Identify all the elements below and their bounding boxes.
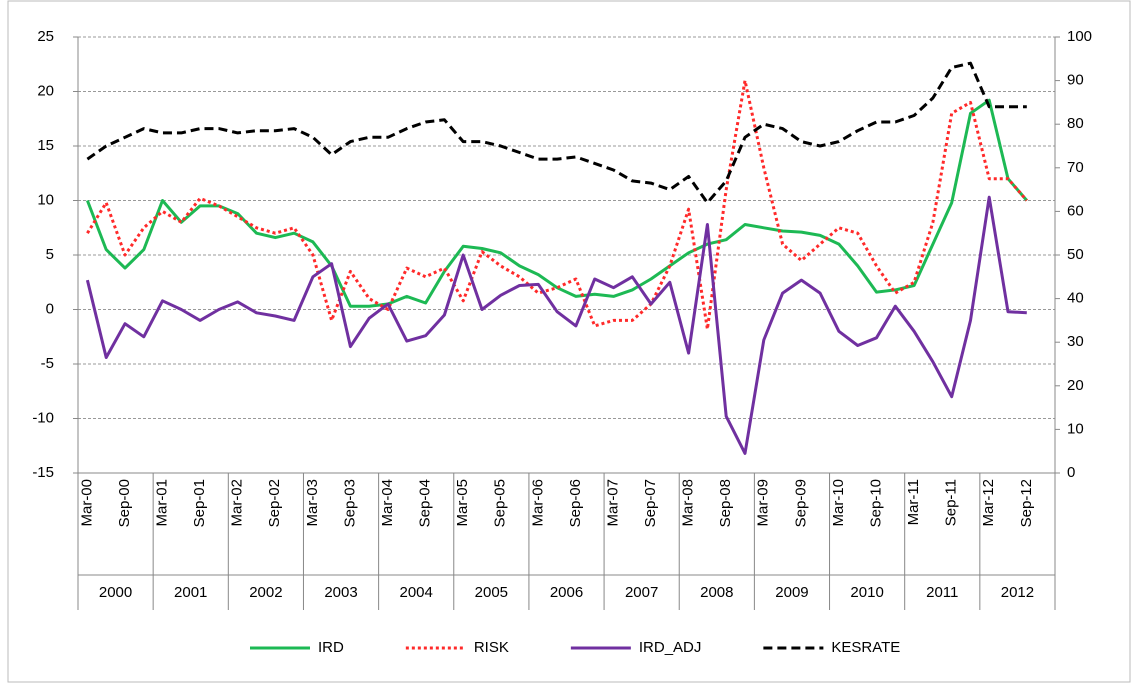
x-tick-label: Sep-03 [341, 479, 358, 527]
year-label: 2012 [1001, 584, 1034, 601]
series-line [85, 195, 1027, 455]
x-tick-label: Mar-05 [454, 479, 471, 527]
x-tick-label: Mar-10 [830, 479, 847, 527]
x-tick-label: Sep-07 [642, 479, 659, 527]
y-tick-label: 20 [37, 82, 54, 99]
year-label: 2009 [775, 584, 808, 601]
x-tick-label: Mar-01 [154, 479, 171, 527]
y2-tick-label: 20 [1067, 377, 1084, 394]
y-tick-label: -15 [32, 464, 54, 481]
year-label: 2004 [400, 584, 433, 601]
x-tick-label: Mar-08 [680, 479, 697, 527]
y2-tick-label: 40 [1067, 290, 1084, 307]
x-tick-label: Mar-07 [604, 479, 621, 527]
series-line [86, 79, 1028, 331]
y2-tick-label: 0 [1067, 464, 1075, 481]
x-tick-label: Mar-03 [304, 479, 321, 527]
x-tick-label: Mar-02 [229, 479, 246, 527]
x-tick-label: Mar-11 [905, 479, 922, 525]
y-tick-label: -10 [32, 409, 54, 426]
y2-tick-label: 30 [1067, 333, 1084, 350]
y2-tick-label: 60 [1067, 202, 1084, 219]
series-line [86, 61, 1027, 205]
y-tick-label: 10 [37, 191, 54, 208]
y2-tick-label: 90 [1067, 72, 1084, 89]
year-label: 2011 [926, 584, 958, 601]
x-tick-label: Mar-06 [529, 479, 546, 527]
y2-tick-label: 80 [1067, 115, 1084, 132]
series-line [85, 98, 1028, 308]
x-tick-label: Sep-11 [943, 479, 960, 526]
y2-tick-label: 70 [1067, 159, 1084, 176]
chart-border [7, 0, 1131, 683]
year-label: 2001 [174, 584, 207, 601]
year-label: 2002 [249, 584, 282, 601]
year-label: 2008 [700, 584, 733, 601]
year-label: 2000 [99, 584, 132, 601]
x-tick-label: Mar-00 [78, 479, 95, 527]
x-tick-label: Sep-06 [567, 479, 584, 527]
x-tick-label: Mar-04 [379, 479, 396, 527]
x-tick-label: Sep-05 [492, 479, 509, 527]
x-tick-label: Sep-08 [717, 479, 734, 527]
y-tick-label: -5 [41, 355, 54, 372]
y2-tick-label: 50 [1067, 246, 1084, 263]
year-label: 2003 [324, 584, 357, 601]
y2-tick-label: 10 [1067, 420, 1084, 437]
y2-tick-label: 100 [1067, 28, 1092, 45]
x-tick-label: Sep-04 [417, 479, 434, 527]
x-tick-label: Mar-09 [755, 479, 772, 527]
year-label: 2007 [625, 584, 658, 601]
x-tick-label: Sep-09 [792, 479, 809, 527]
legend-label: RISK [474, 639, 509, 656]
legend-label: IRD [318, 639, 344, 656]
year-label: 2005 [475, 584, 508, 601]
year-label: 2010 [850, 584, 883, 601]
x-tick-label: Sep-10 [867, 479, 884, 527]
y-tick-label: 15 [37, 137, 54, 154]
x-tick-label: Sep-00 [116, 479, 133, 527]
x-tick-label: Sep-12 [1018, 479, 1035, 527]
legend-label: KESRATE [831, 639, 900, 656]
x-tick-label: Sep-02 [266, 479, 283, 527]
y-tick-label: 5 [46, 246, 54, 263]
x-tick-label: Sep-01 [191, 479, 208, 527]
y-tick-label: 0 [46, 300, 54, 317]
year-label: 2006 [550, 584, 583, 601]
legend-label: IRD_ADJ [639, 639, 702, 656]
x-tick-label: Mar-12 [980, 479, 997, 527]
y-tick-label: 25 [37, 28, 54, 45]
